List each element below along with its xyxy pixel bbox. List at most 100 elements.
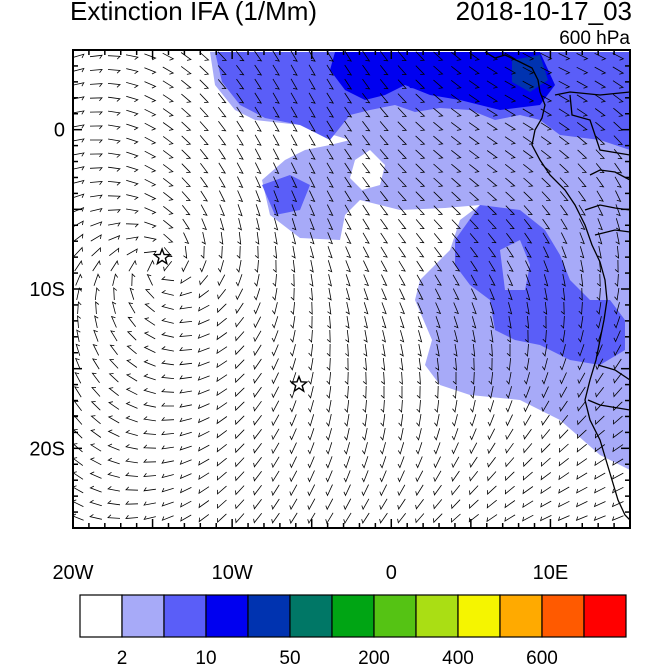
wind-barb: [345, 288, 351, 301]
wind-barb: [90, 401, 101, 411]
wind-barb: [308, 329, 313, 343]
wind-barb: [543, 246, 550, 259]
wind-barb: [540, 122, 552, 131]
wind-barb: [506, 372, 512, 385]
wind-barb: [182, 218, 191, 230]
wind-barb: [612, 430, 624, 439]
wind-barb: [470, 386, 476, 399]
wind-barb: [379, 470, 387, 483]
wind-barb: [271, 330, 279, 343]
wind-barb: [543, 301, 548, 315]
wind-barb: [290, 92, 298, 104]
wind-barb: [577, 415, 587, 426]
wind-barb: [271, 358, 279, 371]
wind-barb: [579, 246, 585, 259]
wind-barb: [415, 428, 422, 441]
wind-barb: [450, 108, 462, 117]
wind-barb: [450, 122, 462, 131]
colorbar-label: 2: [117, 648, 128, 667]
wind-barb: [488, 260, 496, 272]
wind-barb: [107, 69, 121, 74]
wind-barb: [181, 79, 192, 89]
wind-barb: [362, 134, 371, 146]
pressure-level-label: 600 hPa: [559, 28, 630, 49]
wind-barb: [161, 416, 175, 421]
wind-barb: [594, 94, 606, 103]
wind-barb: [559, 429, 569, 440]
wind-barb: [507, 316, 512, 329]
wind-barb: [89, 97, 103, 102]
wind-barb: [163, 233, 174, 243]
wind-barb: [236, 106, 245, 118]
wind-barb: [343, 470, 351, 483]
wind-barb: [113, 287, 118, 301]
wind-barb: [179, 459, 192, 465]
wind-barb: [525, 315, 530, 329]
wind-barb: [451, 191, 462, 201]
wind-barb: [108, 110, 121, 116]
wind-barb: [615, 218, 621, 231]
wind-barb: [144, 193, 157, 201]
wind-barb: [612, 472, 624, 480]
wind-barb: [344, 162, 353, 174]
wind-barb: [217, 65, 227, 75]
wind-barb: [235, 485, 245, 496]
wind-barb: [415, 191, 426, 201]
wind-barb: [91, 247, 101, 257]
wind-barb: [558, 53, 571, 61]
wind-barb: [236, 162, 244, 174]
wind-barb: [162, 108, 174, 117]
wind-barb: [595, 121, 606, 131]
wind-barb: [416, 385, 421, 399]
wind-barb: [596, 190, 604, 202]
wind-barb: [216, 402, 228, 411]
wind-barb: [541, 177, 552, 187]
wind-barb: [505, 205, 516, 215]
wind-barb: [363, 260, 370, 273]
wind-barb: [253, 344, 262, 357]
wind-barb: [107, 486, 120, 492]
wind-barb: [125, 387, 138, 396]
wind-barb: [558, 486, 570, 494]
wind-barb: [417, 344, 422, 357]
wind-barb: [179, 473, 192, 480]
wind-barb: [161, 487, 174, 493]
wind-barb: [235, 302, 244, 314]
wind-barb: [217, 93, 227, 104]
wind-barb: [363, 288, 369, 301]
wind-barb: [559, 358, 567, 371]
wind-barb: [90, 221, 103, 227]
wind-barb: [73, 53, 85, 59]
wind-barb: [307, 442, 315, 455]
wind-barb: [77, 301, 82, 315]
wind-barb: [540, 136, 552, 145]
wind-barb: [236, 148, 244, 160]
wind-barb: [468, 136, 480, 145]
lon-tick-label: 20W: [52, 562, 93, 584]
wind-barb: [73, 193, 85, 199]
wind-barb: [415, 121, 426, 131]
wind-barb: [559, 344, 566, 357]
wind-barb: [541, 372, 549, 385]
colorbar-box: [205, 594, 249, 638]
wind-barb: [290, 64, 298, 76]
wind-barb: [433, 65, 444, 75]
wind-barb: [379, 107, 389, 118]
wind-barb: [344, 399, 350, 413]
wind-barb: [397, 498, 406, 510]
wind-barb: [290, 106, 298, 118]
wind-barb: [612, 66, 625, 75]
wind-barb: [93, 329, 99, 342]
wind-barb: [397, 513, 407, 524]
wind-barb: [379, 484, 388, 497]
wind-barb: [126, 236, 139, 241]
wind-barb: [397, 65, 407, 75]
wind-barb: [504, 94, 517, 103]
wind-barb: [125, 373, 138, 382]
wind-barb: [73, 179, 85, 185]
wind-barb: [344, 385, 349, 399]
wind-barb: [398, 246, 407, 258]
wind-barb: [523, 177, 534, 187]
wind-barb: [271, 498, 280, 510]
wind-barb: [525, 288, 531, 301]
